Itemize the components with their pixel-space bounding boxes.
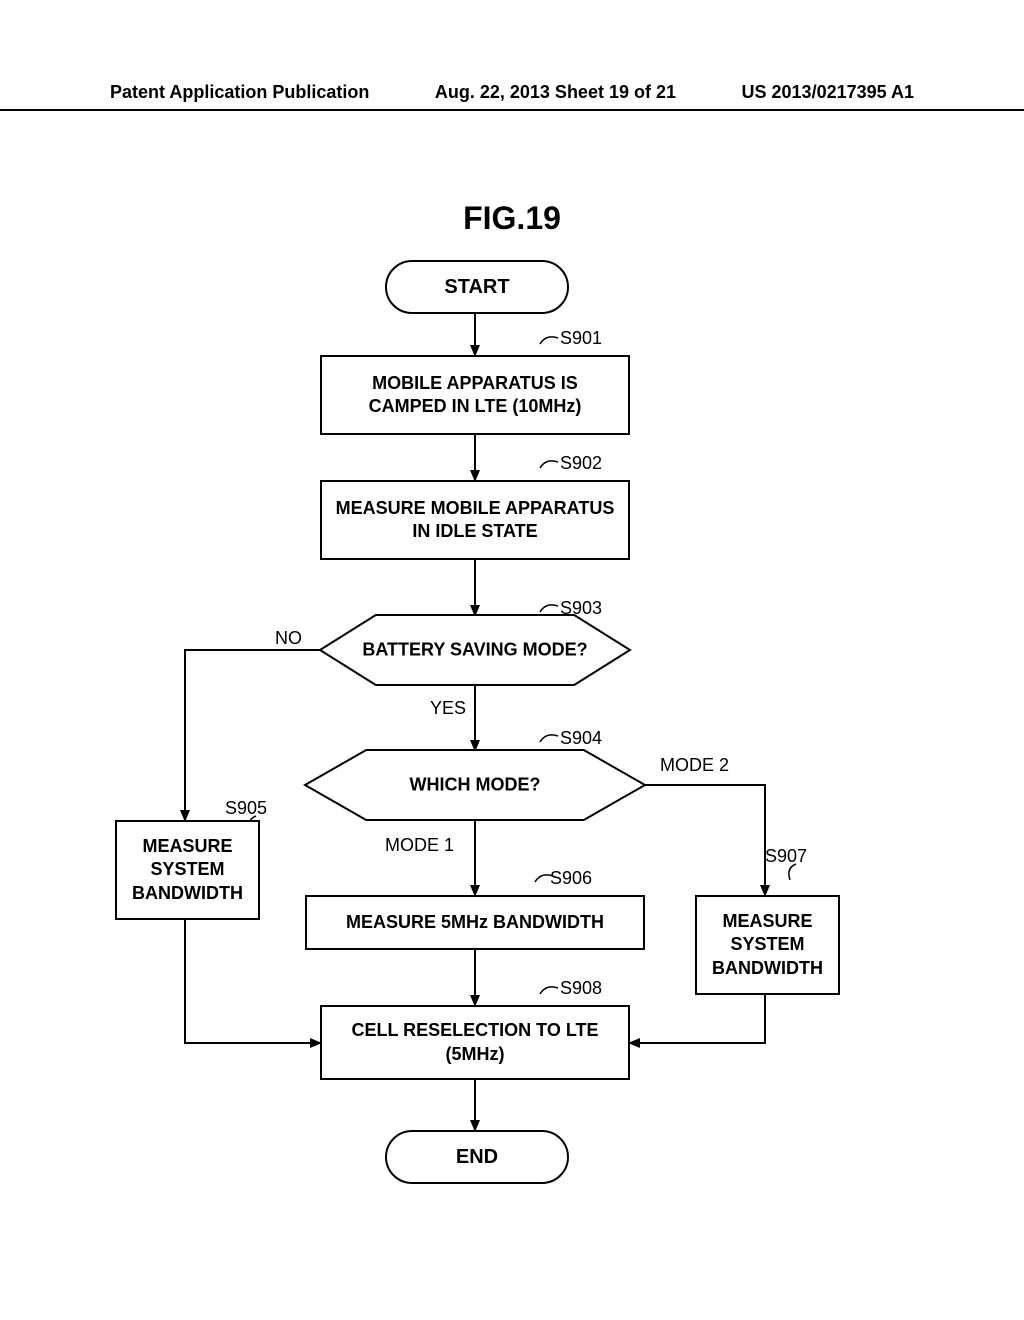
- page-header: Patent Application Publication Aug. 22, …: [0, 82, 1024, 111]
- header-center: Aug. 22, 2013 Sheet 19 of 21: [435, 82, 676, 103]
- process-s906: MEASURE 5MHz BANDWIDTH: [305, 895, 645, 950]
- flowchart: START MOBILE APPARATUS ISCAMPED IN LTE (…: [80, 250, 940, 1250]
- process-s901: MOBILE APPARATUS ISCAMPED IN LTE (10MHz): [320, 355, 630, 435]
- step-label-s905: S905: [225, 798, 267, 819]
- header-row: Patent Application Publication Aug. 22, …: [0, 82, 1024, 103]
- branch-mode2: MODE 2: [660, 755, 729, 776]
- s907-text: MEASURESYSTEMBANDWIDTH: [712, 910, 823, 980]
- s904-text: WHICH MODE?: [305, 775, 645, 796]
- step-label-s903: S903: [560, 598, 602, 619]
- header-left: Patent Application Publication: [110, 82, 369, 103]
- step-label-s906: S906: [550, 868, 592, 889]
- process-s905: MEASURESYSTEMBANDWIDTH: [115, 820, 260, 920]
- step-label-s908: S908: [560, 978, 602, 999]
- branch-no: NO: [275, 628, 302, 649]
- s908-text: CELL RESELECTION TO LTE(5MHz): [351, 1019, 598, 1066]
- process-s907: MEASURESYSTEMBANDWIDTH: [695, 895, 840, 995]
- page: Patent Application Publication Aug. 22, …: [0, 0, 1024, 1320]
- start-label: START: [444, 276, 509, 299]
- branch-yes: YES: [430, 698, 466, 719]
- s902-text: MEASURE MOBILE APPARATUSIN IDLE STATE: [336, 497, 615, 544]
- end-label: END: [456, 1146, 498, 1169]
- s905-text: MEASURESYSTEMBANDWIDTH: [132, 835, 243, 905]
- step-label-s902: S902: [560, 453, 602, 474]
- s906-text: MEASURE 5MHz BANDWIDTH: [346, 911, 604, 934]
- header-right: US 2013/0217395 A1: [742, 82, 914, 103]
- branch-mode1: MODE 1: [385, 835, 454, 856]
- s901-text: MOBILE APPARATUS ISCAMPED IN LTE (10MHz): [369, 372, 582, 419]
- decision-s904: WHICH MODE?: [305, 750, 645, 820]
- step-label-s904: S904: [560, 728, 602, 749]
- start-node: START: [385, 260, 569, 314]
- s903-text: BATTERY SAVING MODE?: [320, 640, 630, 661]
- step-label-s901: S901: [560, 328, 602, 349]
- decision-s903: BATTERY SAVING MODE?: [320, 615, 630, 685]
- end-node: END: [385, 1130, 569, 1184]
- process-s902: MEASURE MOBILE APPARATUSIN IDLE STATE: [320, 480, 630, 560]
- process-s908: CELL RESELECTION TO LTE(5MHz): [320, 1005, 630, 1080]
- step-label-s907: S907: [765, 846, 807, 867]
- figure-title: FIG.19: [0, 200, 1024, 237]
